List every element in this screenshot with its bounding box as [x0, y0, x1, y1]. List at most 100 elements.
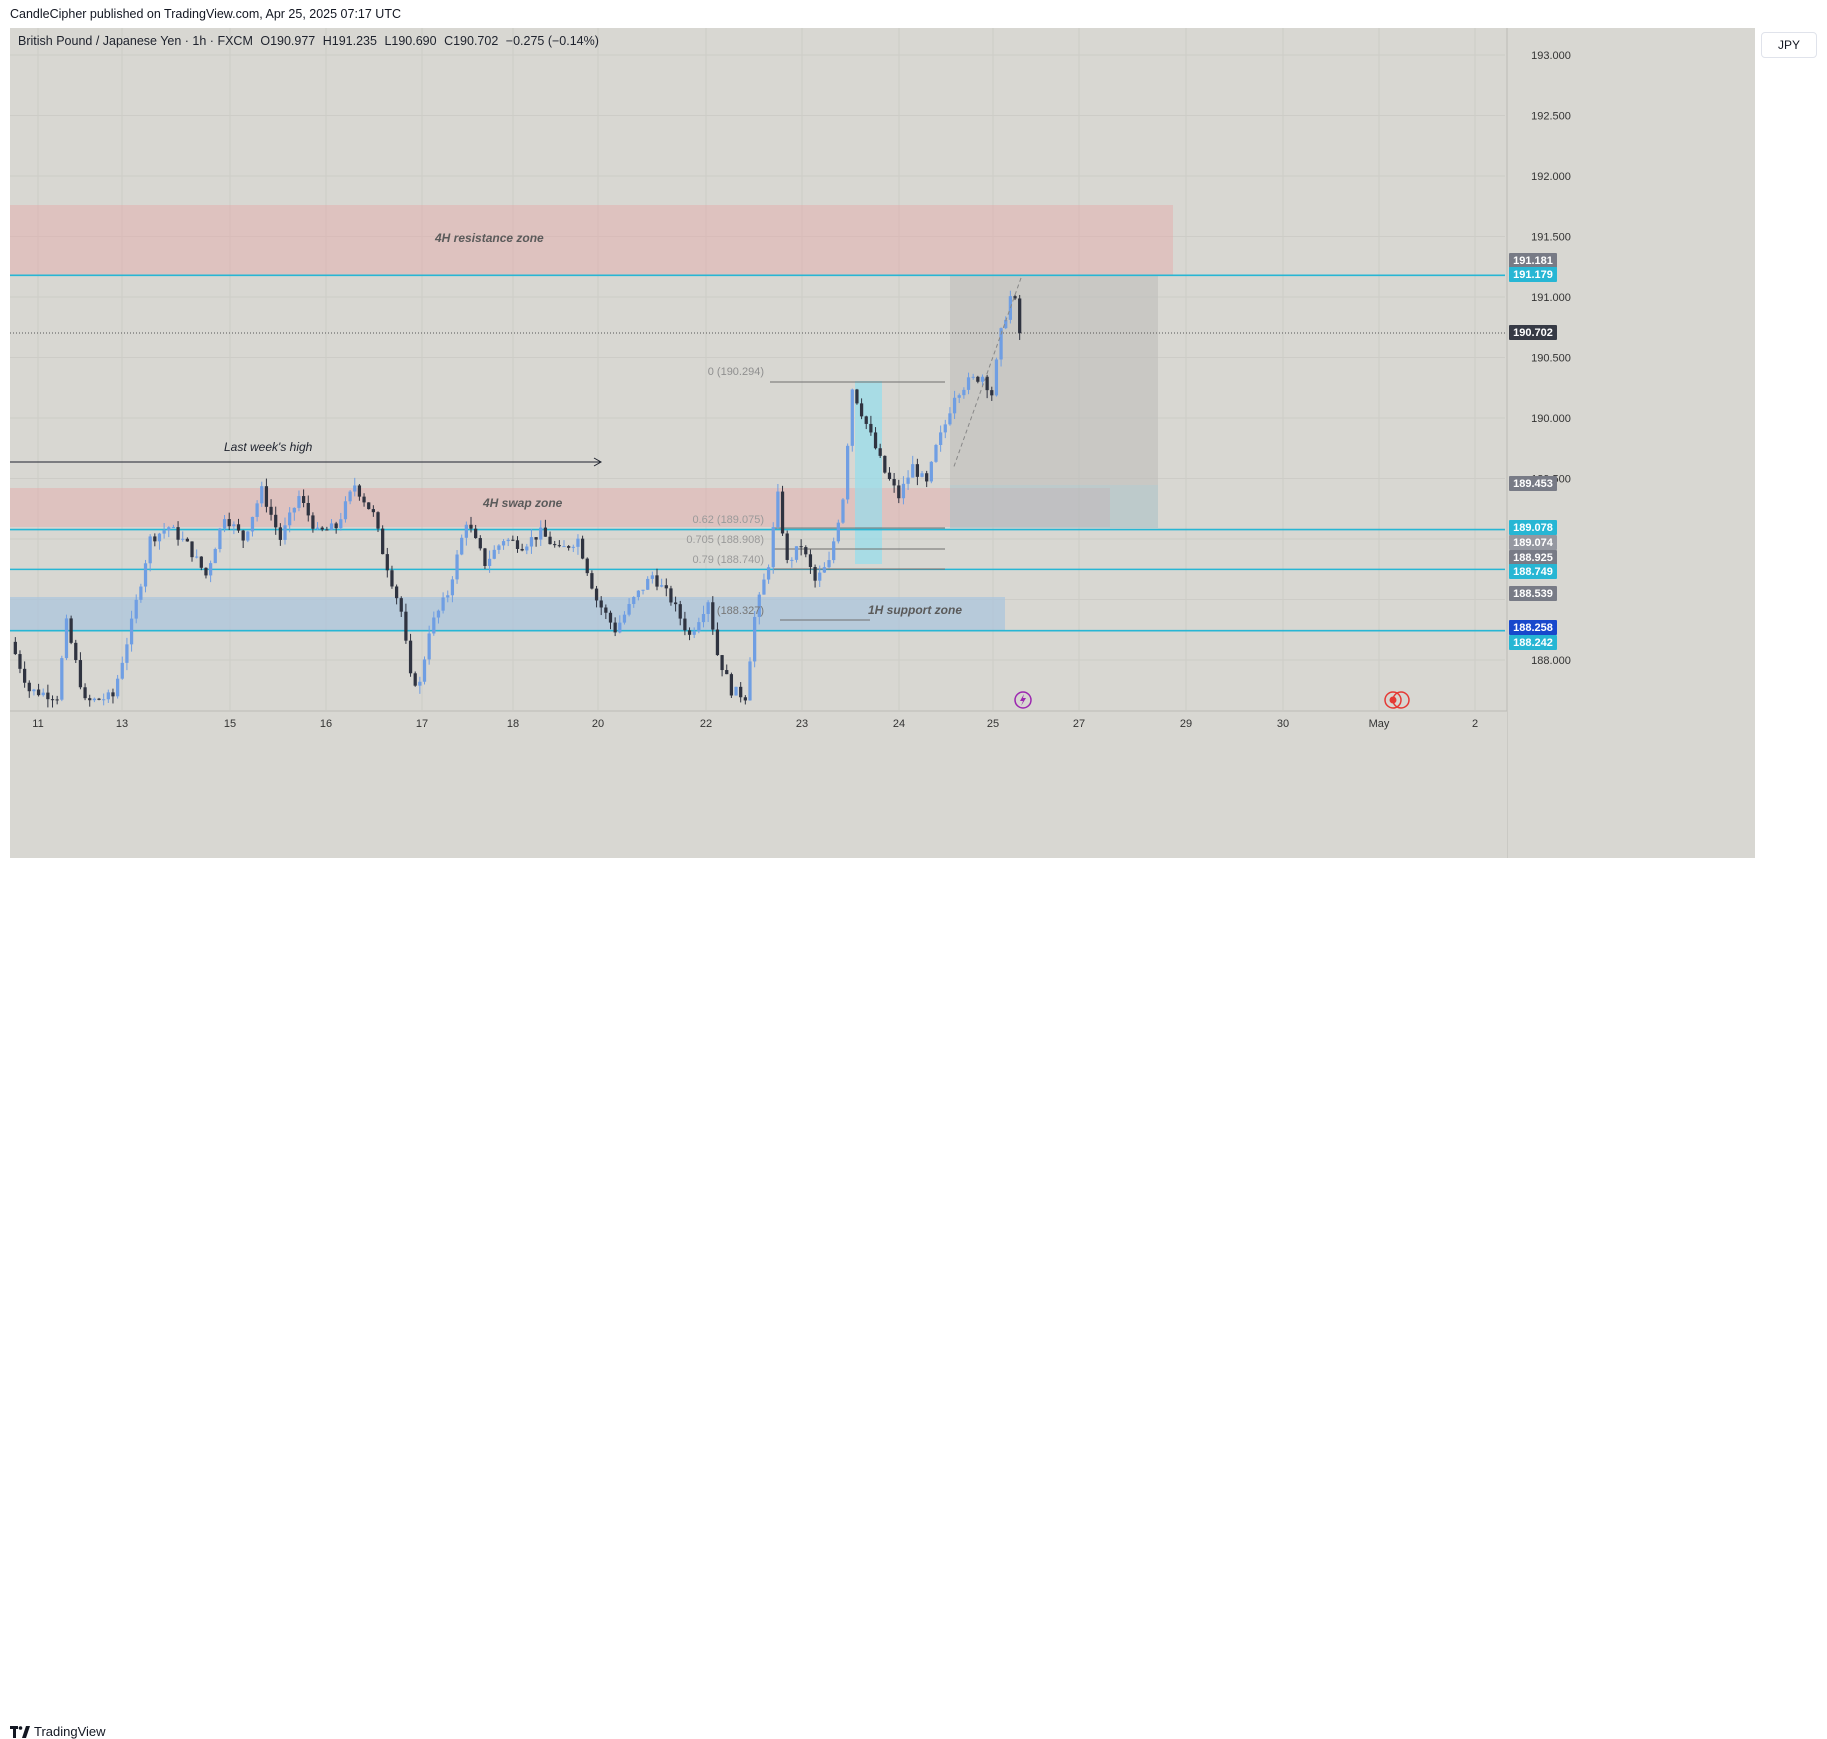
- candle-body: [204, 567, 208, 576]
- candle-body: [320, 527, 324, 530]
- candle-body: [78, 660, 83, 688]
- swap-zone: [10, 488, 1110, 527]
- candle-body: [971, 376, 975, 378]
- candle-body: [450, 579, 455, 596]
- candle-body: [455, 554, 459, 580]
- candle-body: [199, 556, 203, 568]
- candle-body: [943, 424, 947, 433]
- fib-highlight: [855, 381, 882, 564]
- candle-body: [418, 681, 422, 686]
- candle-body: [64, 618, 69, 659]
- candle-body: [129, 618, 134, 645]
- annotation-support-zone: 1H support zone: [868, 603, 962, 617]
- candle-body: [22, 668, 27, 683]
- x-tick-label: 20: [592, 718, 604, 730]
- candle-body: [580, 538, 585, 559]
- chart-area[interactable]: 4H resistance zone 4H swap zone 1H support…: [10, 28, 1755, 858]
- x-tick-label: 24: [893, 718, 905, 730]
- candle-body: [264, 486, 269, 507]
- candle-body: [604, 607, 608, 613]
- candle-body: [469, 524, 473, 529]
- candle-body: [822, 567, 827, 573]
- candle-body: [525, 546, 529, 551]
- candle-body: [729, 674, 734, 696]
- candle-body: [329, 523, 334, 530]
- candle-body: [255, 503, 259, 517]
- price-tag-label: 189.078: [1513, 522, 1553, 534]
- candle-body: [650, 575, 654, 579]
- candle-body: [232, 524, 236, 527]
- lightning-icon-bolt: [1020, 694, 1026, 706]
- lightning-icon: [1014, 691, 1032, 709]
- candle-body: [195, 556, 199, 558]
- candle-body: [36, 689, 41, 696]
- candle-body: [766, 567, 771, 580]
- candle-body: [367, 502, 371, 510]
- candle-body: [534, 537, 538, 540]
- tradingview-logo[interactable]: TradingView: [10, 1724, 106, 1739]
- last-week-high-arrowhead: [593, 457, 603, 467]
- candle-body: [687, 630, 692, 635]
- candle-body: [692, 631, 696, 635]
- candle-body: [506, 539, 510, 542]
- candle-body: [655, 575, 659, 587]
- candle-body: [390, 570, 394, 587]
- high-value: H191.235: [322, 34, 377, 48]
- top-bar: CandleCipher published on TradingView.co…: [0, 0, 1827, 28]
- candle-body: [734, 686, 738, 696]
- candle-body: [115, 678, 120, 697]
- candle-body: [460, 537, 464, 555]
- candle-body: [753, 616, 757, 662]
- candle-body: [222, 519, 227, 529]
- candle-body: [125, 644, 129, 663]
- candle-body: [804, 547, 808, 555]
- candle-body: [613, 622, 617, 633]
- candle-body: [878, 448, 882, 456]
- candle-body: [176, 527, 180, 540]
- candle-body: [27, 682, 31, 692]
- change-value: −0.275 (−0.14%): [505, 34, 599, 48]
- candle-body: [859, 403, 864, 417]
- candle-body: [1004, 319, 1008, 329]
- x-tick-label: 16: [320, 718, 332, 730]
- candle-body: [636, 590, 641, 598]
- price-tag: [1509, 620, 1557, 635]
- candle-body: [808, 554, 813, 568]
- candle-body: [832, 541, 836, 561]
- candle-body: [218, 528, 222, 550]
- candle-body: [590, 573, 594, 589]
- price-tag-label: 188.258: [1513, 622, 1553, 634]
- candle-body: [185, 538, 189, 542]
- candle-body: [567, 546, 571, 548]
- candle-body: [864, 416, 868, 424]
- currency-button[interactable]: JPY: [1761, 32, 1817, 58]
- candle-body: [562, 546, 566, 548]
- price-tag-label: 189.074: [1513, 537, 1554, 549]
- chart-legend: British Pound / Japanese Yen · 1h · FXCM…: [18, 34, 603, 48]
- x-tick-label: 2: [1472, 718, 1478, 730]
- y-tick-label: 190.000: [1531, 413, 1571, 425]
- candle-body: [794, 546, 799, 560]
- price-tag-label: 191.181: [1513, 255, 1553, 267]
- price-tag-label: 188.925: [1513, 552, 1553, 564]
- projection-dashed-line: [953, 275, 1023, 467]
- candle-body: [846, 445, 850, 500]
- candle-body: [1013, 296, 1017, 299]
- candle-body: [678, 604, 682, 619]
- candle-body: [274, 514, 278, 528]
- candle-body: [985, 376, 989, 391]
- candle-body: [980, 376, 985, 382]
- fib-label-062: 0.62 (189.075): [692, 514, 764, 526]
- candle-body: [785, 533, 789, 560]
- price-tag: [1509, 564, 1557, 579]
- candle-body: [818, 572, 822, 581]
- candle-body: [994, 359, 999, 396]
- candle-body: [632, 597, 636, 605]
- annotation-last-week-high: Last week's high: [224, 440, 313, 454]
- candle-body: [102, 699, 106, 701]
- candle-body: [571, 546, 575, 548]
- candle-body: [962, 389, 966, 396]
- candle-body: [427, 633, 431, 660]
- candle-body: [18, 654, 22, 669]
- candle-body: [762, 579, 766, 595]
